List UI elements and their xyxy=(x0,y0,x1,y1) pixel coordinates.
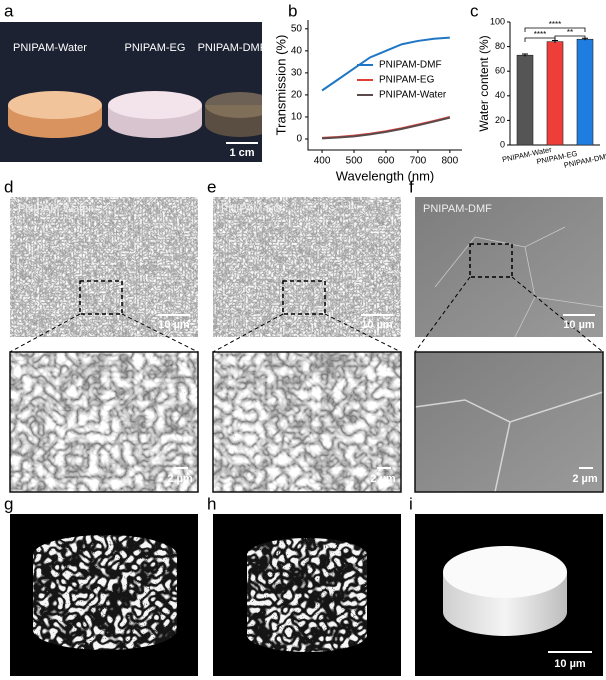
y-tick-label: 40 xyxy=(495,90,505,100)
sem-image-zoom xyxy=(213,352,401,492)
scale-bar-label: 10 µm xyxy=(158,319,190,331)
error-bar xyxy=(522,53,528,57)
axis xyxy=(509,22,600,146)
legend-label: PNIPAM-DMF xyxy=(379,60,442,71)
crack xyxy=(434,226,604,338)
y-tick-label: 20 xyxy=(291,90,303,101)
x-axis-label: Wavelength (nm) xyxy=(336,168,435,183)
panel-letter: f xyxy=(409,177,414,196)
sem-label: PNIPAM-EG xyxy=(221,203,282,215)
zoom-connector xyxy=(414,276,471,353)
scale-bar-label: 2 µm xyxy=(370,473,396,485)
scale-bar-label: 2 µm xyxy=(572,473,598,485)
x-tick-label: 500 xyxy=(346,156,363,167)
sample-disk xyxy=(108,91,202,119)
x-tick-label: 400 xyxy=(314,156,331,167)
y-tick-label: 50 xyxy=(291,23,303,34)
significance-bracket xyxy=(554,35,586,40)
panel-letter: i xyxy=(409,494,413,513)
x-tick-label: 700 xyxy=(410,156,427,167)
sample-label: PNIPAM-Water xyxy=(13,42,87,54)
series-line xyxy=(322,115,451,139)
panel-letter: h xyxy=(207,494,216,513)
foam-cylinder xyxy=(247,538,367,652)
significance-label: **** xyxy=(534,30,546,39)
frame xyxy=(212,351,402,493)
significance-label: ** xyxy=(567,28,573,37)
photo-mask xyxy=(262,22,282,162)
sample-label: PNIPAM-DMF xyxy=(198,42,267,54)
significance-label: **** xyxy=(549,20,561,29)
zoom-connector xyxy=(9,313,81,353)
axis xyxy=(307,20,462,151)
sem-image xyxy=(415,197,603,337)
y-tick-label: 60 xyxy=(495,66,505,76)
zoom-connector xyxy=(212,313,284,353)
y-axis-label: Water content (%) xyxy=(477,35,491,131)
legend-label: PNIPAM-EG xyxy=(379,75,435,86)
frame xyxy=(414,351,604,493)
sem-label: PNIPAM-Water xyxy=(18,203,92,215)
panel-letter: e xyxy=(207,177,216,196)
y-tick-label: 40 xyxy=(291,45,303,56)
panel-letter: a xyxy=(4,1,14,20)
series-line xyxy=(322,116,451,140)
crack xyxy=(414,391,604,493)
significance-bracket xyxy=(524,27,586,32)
x-tick-label: 600 xyxy=(378,156,395,167)
y-tick-label: 30 xyxy=(291,68,303,79)
zoom-connector xyxy=(121,313,199,353)
scale-bar-label: 10 µm xyxy=(563,319,595,331)
sample-disk xyxy=(205,92,275,118)
sample-disk xyxy=(8,91,102,119)
bar xyxy=(546,41,564,146)
x-tick-label: 800 xyxy=(442,156,459,167)
scale-bar-label: 1 cm xyxy=(229,147,254,159)
panel-letter: c xyxy=(470,1,479,20)
frame xyxy=(9,351,199,493)
y-axis-label: Transmission (%) xyxy=(273,35,288,136)
y-tick-label: 0 xyxy=(500,139,505,149)
solid-cylinder-top xyxy=(443,546,567,598)
scale-bar-label: 10 µm xyxy=(554,658,586,670)
series-line xyxy=(321,36,450,92)
scale-bar-label: 2 µm xyxy=(167,473,193,485)
y-tick-label: 100 xyxy=(490,16,505,26)
panel-letter: d xyxy=(4,177,13,196)
y-tick-label: 20 xyxy=(495,115,505,125)
sample-label: PNIPAM-EG xyxy=(125,42,186,54)
bar xyxy=(516,54,534,146)
bar xyxy=(576,38,594,146)
panel-letter: b xyxy=(288,1,297,20)
zoom-connector xyxy=(511,276,604,353)
y-tick-label: 80 xyxy=(495,41,505,51)
panel-letter: g xyxy=(4,494,13,513)
sem-image-zoom xyxy=(10,352,198,492)
zoom-connector xyxy=(324,313,402,353)
sem-label: PNIPAM-DMF xyxy=(423,203,492,215)
foam-cylinder xyxy=(33,535,177,650)
scale-bar-label: 10 µm xyxy=(361,319,393,331)
zoom-box xyxy=(79,280,123,315)
y-tick-label: 0 xyxy=(296,134,302,145)
y-tick-label: 10 xyxy=(291,112,303,123)
legend-label: PNIPAM-Water xyxy=(379,90,447,101)
zoom-box xyxy=(469,243,513,278)
zoom-box xyxy=(282,280,326,315)
